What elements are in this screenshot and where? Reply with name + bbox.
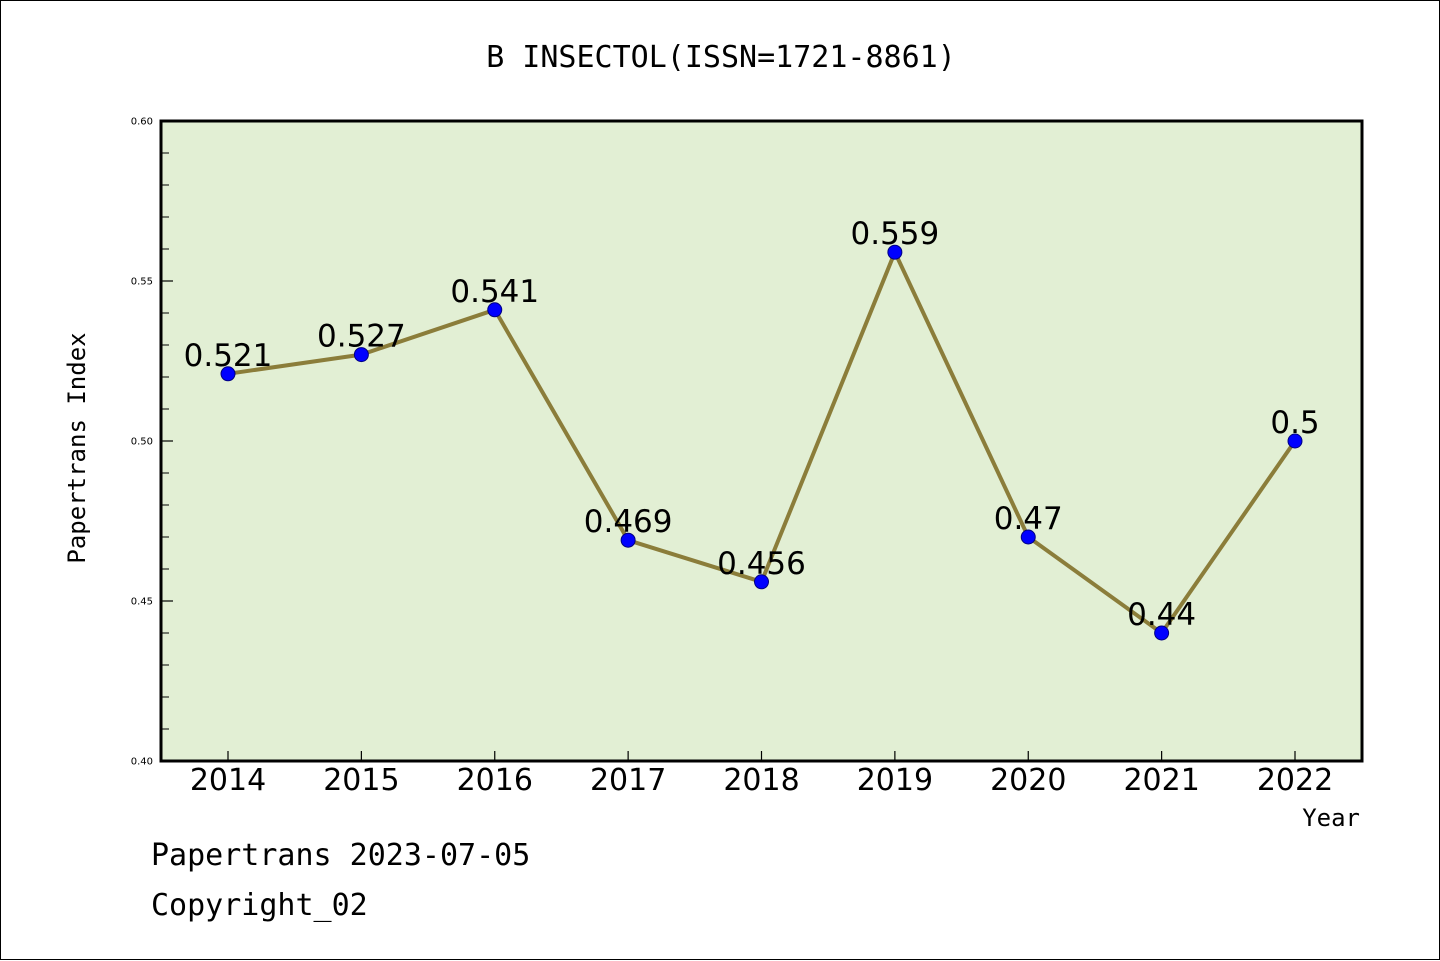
y-tick-label: 0.40 (131, 757, 153, 768)
data-point (1154, 625, 1170, 641)
data-label: 0.469 (584, 504, 673, 540)
data-point (754, 574, 769, 590)
plot-area (161, 121, 1362, 761)
data-point (1020, 529, 1036, 545)
chart-title: B INSECTOL(ISSN=1721-8861) (486, 40, 956, 75)
x-axis-label: Year (1302, 804, 1360, 832)
data-point (220, 366, 236, 382)
y-tick-label: 0.50 (131, 437, 153, 448)
data-point (887, 244, 903, 260)
x-tick-label: 2021 (1123, 763, 1199, 798)
x-tick-label: 2015 (323, 763, 399, 798)
x-axis: 2014 2015 2016 2017 2018 2019 2020 2021 2022 (190, 751, 1333, 798)
y-tick-label: 0.60 (131, 117, 153, 128)
data-label: 0.456 (717, 546, 806, 582)
x-tick-label: 2016 (457, 763, 533, 798)
y-tick-label: 0.45 (131, 597, 153, 608)
x-tick-label: 2020 (990, 763, 1066, 798)
data-point (487, 302, 503, 318)
plot-border (159, 119, 1364, 763)
y-axis-label: Papertrans Index (63, 332, 91, 563)
data-point (1287, 433, 1303, 449)
data-point (620, 532, 636, 548)
footer-copyright: Copyright_02 (151, 888, 368, 923)
data-labels: 0.521 0.527 0.541 0.469 0.456 0.559 0.47 0.44 0.… (184, 216, 1320, 633)
x-tick-label: 2017 (590, 763, 666, 798)
data-label: 0.44 (1127, 597, 1196, 633)
footer-date: Papertrans 2023-07-05 (151, 838, 530, 873)
data-label: 0.5 (1270, 405, 1319, 441)
data-label: 0.47 (994, 501, 1063, 537)
y-tick-label: 0.55 (131, 277, 153, 288)
series-group (220, 244, 1303, 641)
x-tick-label: 2019 (857, 763, 933, 798)
x-tick-label: 2014 (190, 763, 266, 798)
data-point (353, 347, 369, 363)
data-label: 0.527 (317, 319, 406, 355)
x-tick-label: 2018 (723, 763, 799, 798)
data-label: 0.521 (184, 338, 273, 374)
x-tick-label: 2022 (1257, 763, 1333, 798)
data-label: 0.541 (450, 274, 539, 310)
data-label: 0.559 (851, 216, 940, 252)
